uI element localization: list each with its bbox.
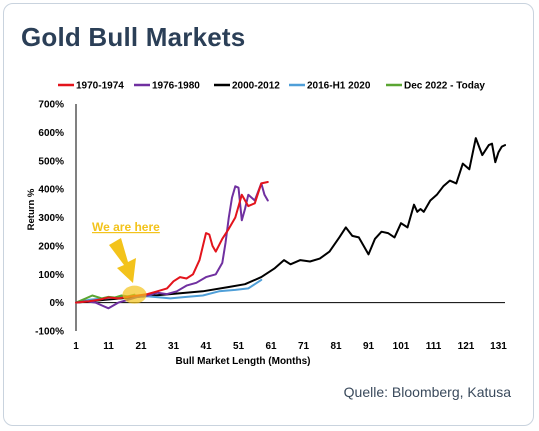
y-tick-label: 0%: [50, 298, 65, 309]
y-tick-label: 300%: [38, 213, 64, 224]
y-tick-label: -100%: [35, 327, 64, 338]
legend-label: 2000-2012: [232, 81, 280, 92]
legend: 1970-1974 1976-1980 2000-2012 2016-H1 2020 D…: [58, 81, 485, 92]
x-tick-label: 21: [135, 341, 147, 352]
source-note: Quelle: Bloomberg, Katusa: [343, 384, 511, 400]
y-tick-label: 200%: [38, 241, 64, 252]
x-tick-label: 11: [103, 341, 114, 352]
legend-label: 2016-H1 2020: [307, 81, 371, 92]
x-tick-label: 121: [458, 341, 475, 352]
x-tick-label: 111: [426, 341, 442, 352]
chart-card: [3, 3, 534, 426]
x-tick-label: 81: [330, 341, 342, 352]
legend-label: Dec 2022 - Today: [404, 81, 485, 92]
y-tick-label: 100%: [38, 270, 64, 281]
legend-label: 1970-1974: [76, 81, 124, 92]
x-tick-label: 131: [490, 341, 507, 352]
chart-title: Gold Bull Markets: [21, 22, 246, 52]
annotation-label: We are here: [92, 220, 160, 234]
annotation: We are here: [92, 220, 160, 304]
x-tick-label: 71: [298, 341, 310, 352]
series-line-2: [75, 137, 506, 304]
y-tick-label: 700%: [38, 100, 64, 111]
x-tick-label: 1: [73, 341, 79, 352]
legend-label: 1976-1980: [152, 81, 200, 92]
x-tick-label: 61: [265, 341, 277, 352]
series-line-0: [75, 181, 269, 304]
y-tick-label: 400%: [38, 185, 64, 196]
x-tick-label: 41: [200, 341, 212, 352]
axes: -100%0%100%200%300%400%500%600%700%1 11 21…: [26, 100, 507, 368]
x-tick-label: 31: [168, 341, 180, 352]
highlight-marker: [122, 285, 147, 304]
x-tick-label: 91: [363, 341, 375, 352]
y-tick-label: 500%: [38, 156, 64, 167]
y-tick-label: 600%: [38, 128, 64, 139]
x-axis-title: Bull Market Length (Months): [176, 356, 311, 367]
series-lines: [75, 137, 506, 310]
y-axis-title: Return %: [26, 188, 37, 230]
pointer-arrow: [109, 238, 136, 283]
x-tick-label: 51: [233, 341, 245, 352]
x-tick-label: 101: [393, 341, 410, 352]
